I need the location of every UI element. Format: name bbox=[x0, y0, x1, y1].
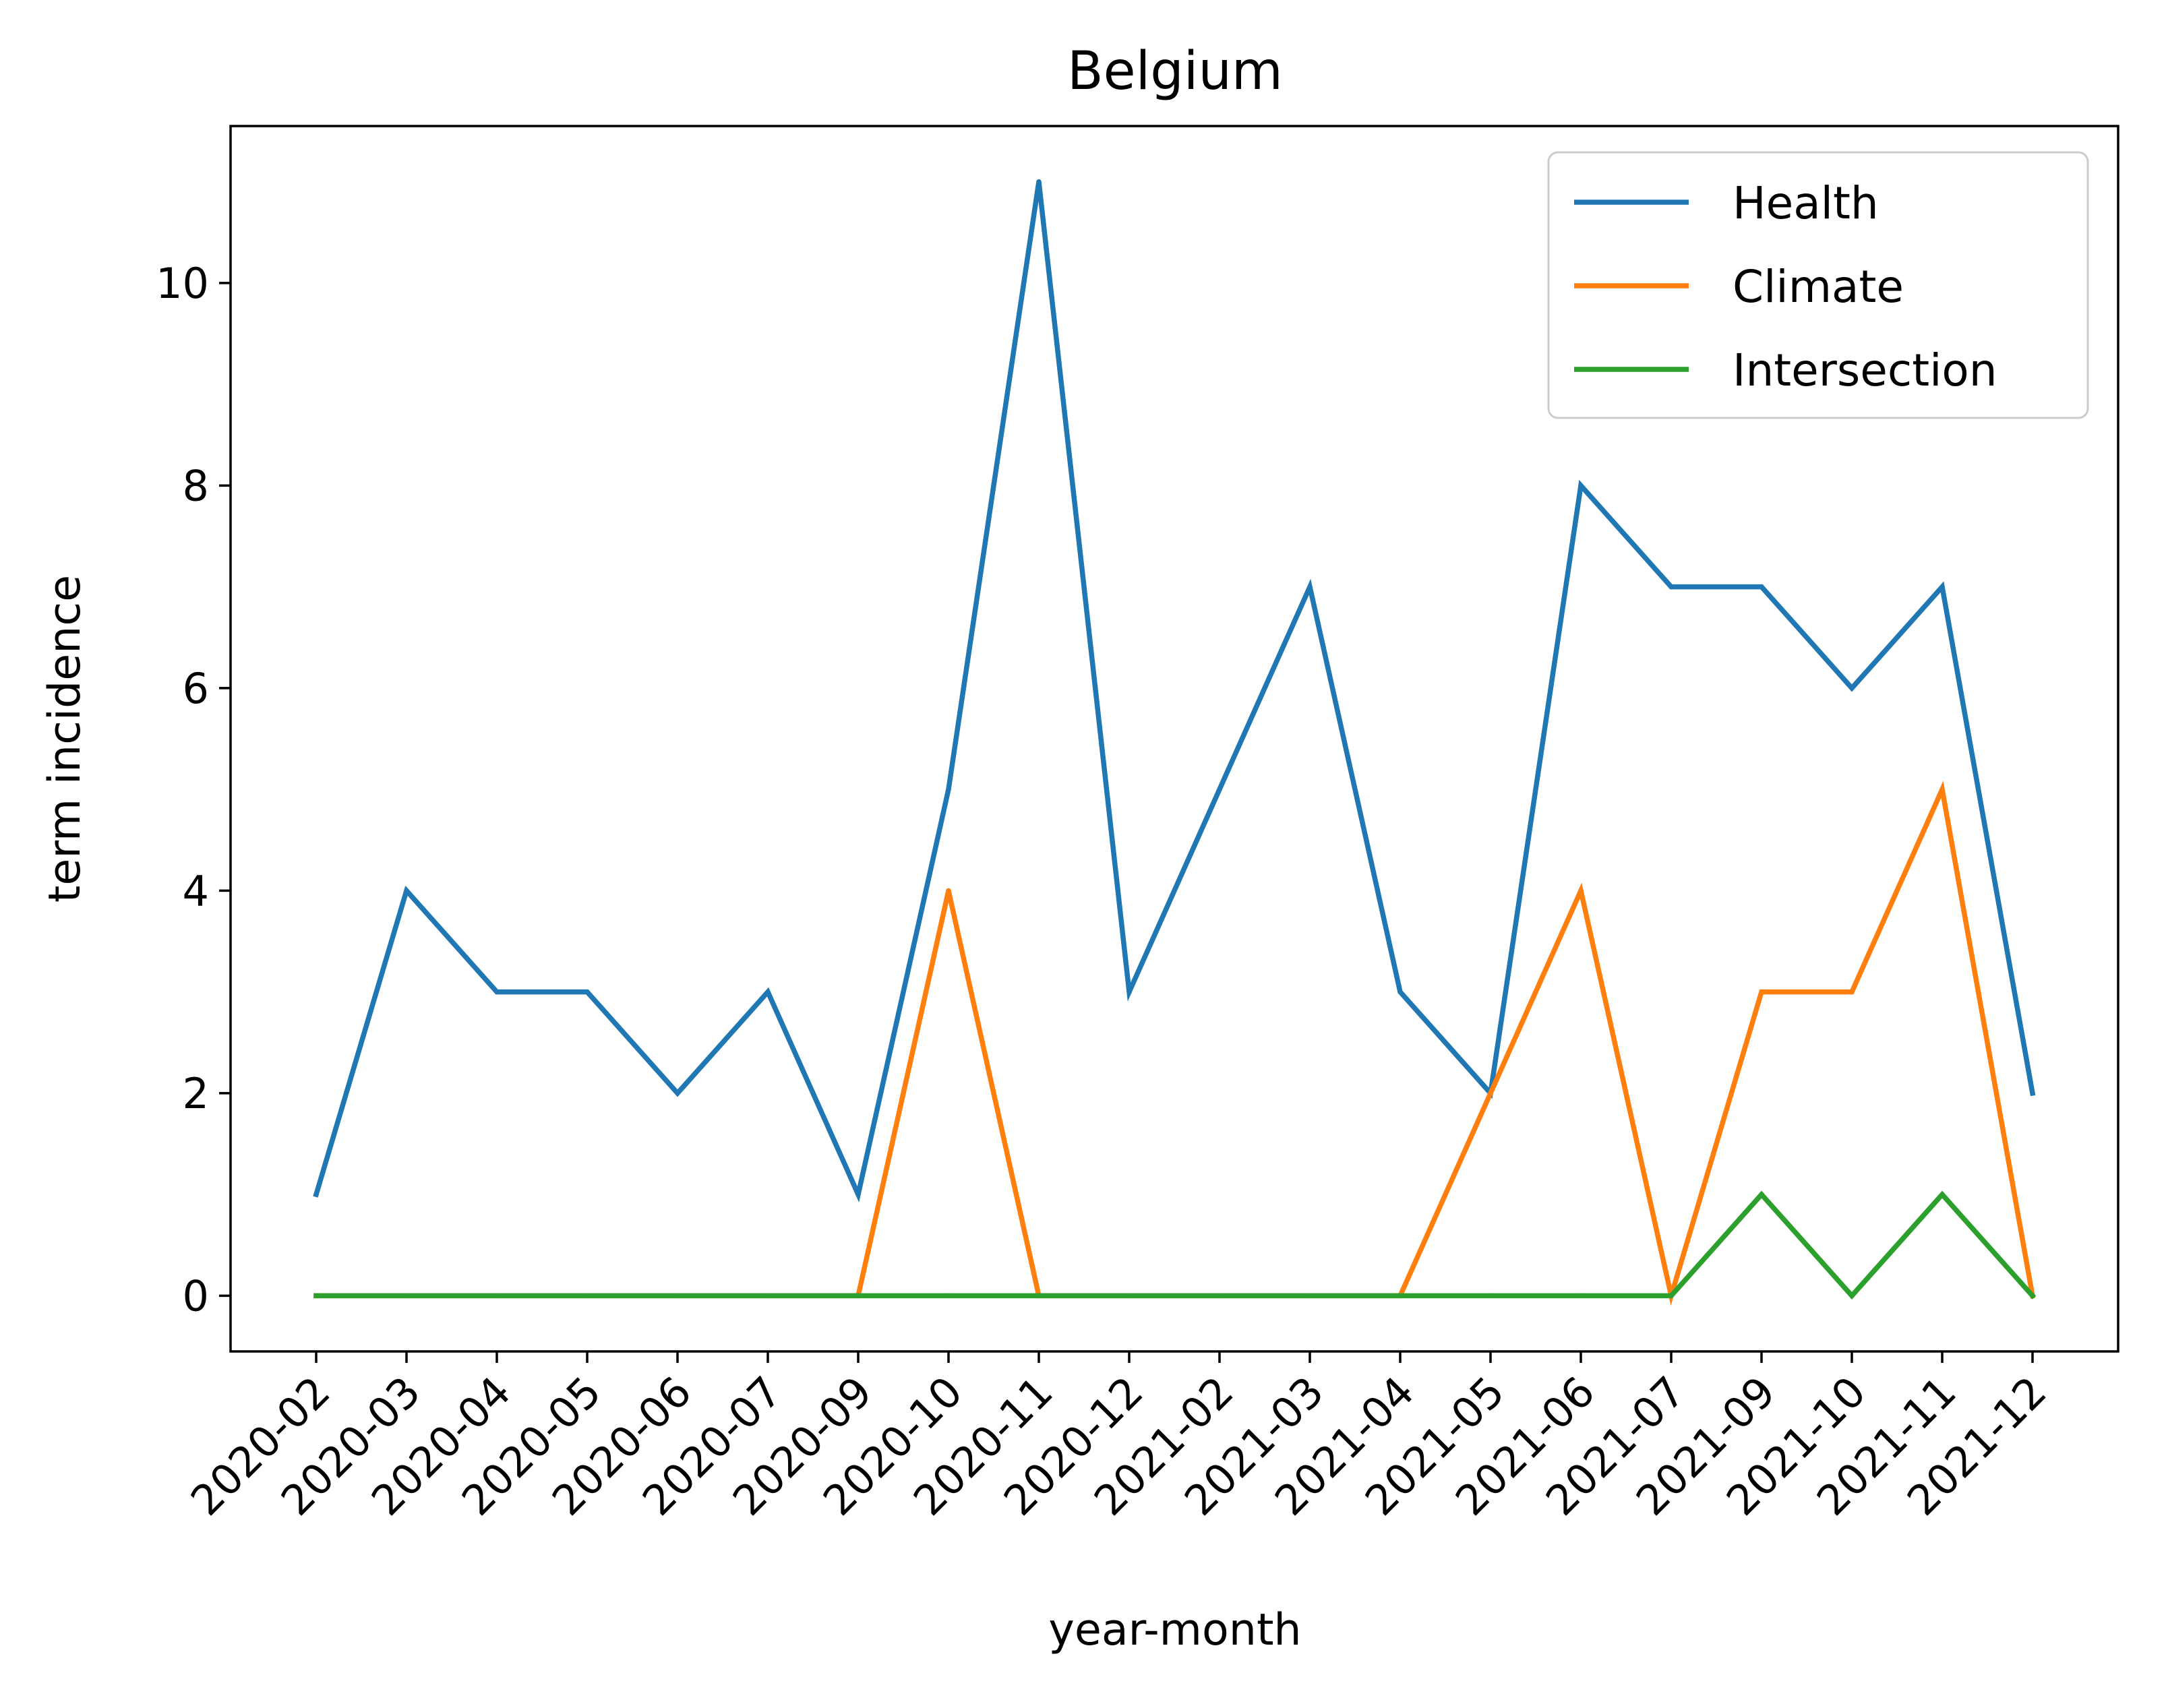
data-point-intersection-2021-04 bbox=[1397, 1293, 1403, 1299]
x-axis-label: year-month bbox=[1048, 1605, 1301, 1655]
data-point-intersection-2020-05 bbox=[584, 1293, 590, 1299]
data-point-health-2020-03 bbox=[404, 888, 409, 894]
y-axis: 0 2 4 6 8 10 bbox=[156, 259, 231, 1320]
series-line-health bbox=[313, 181, 2036, 1202]
data-point-health-2020-06 bbox=[675, 1091, 680, 1096]
legend: Health Climate Intersection bbox=[1547, 151, 2089, 419]
data-point-health-2020-12 bbox=[1126, 989, 1132, 995]
data-point-intersection-2021-11 bbox=[1939, 1192, 1945, 1197]
data-point-intersection-2020-02 bbox=[313, 1293, 319, 1299]
data-point-intersection-2021-03 bbox=[1307, 1293, 1313, 1299]
data-point-intersection-2021-02 bbox=[1217, 1293, 1222, 1299]
data-point-health-2021-12 bbox=[2030, 1091, 2035, 1096]
data-point-intersection-2020-04 bbox=[494, 1293, 500, 1299]
data-point-intersection-2021-05 bbox=[1488, 1293, 1493, 1299]
series-line-intersection bbox=[313, 1190, 2037, 1300]
data-point-intersection-2021-06 bbox=[1578, 1293, 1584, 1299]
plot-area bbox=[313, 179, 2037, 1306]
legend-box bbox=[1547, 151, 2089, 419]
data-point-climate-2021-09 bbox=[1759, 989, 1764, 995]
data-point-intersection-2020-12 bbox=[1126, 1293, 1132, 1299]
data-point-intersection-2020-10 bbox=[946, 1293, 951, 1299]
data-point-climate-2020-10 bbox=[946, 888, 951, 894]
y-tick-label: 8 bbox=[183, 461, 209, 510]
data-point-health-2021-10 bbox=[1849, 685, 1855, 691]
y-tick-label: 10 bbox=[156, 259, 209, 308]
data-point-health-2021-02 bbox=[1217, 787, 1222, 792]
data-point-health-2020-07 bbox=[765, 989, 771, 995]
data-point-intersection-2020-06 bbox=[675, 1293, 680, 1299]
data-point-intersection-2021-12 bbox=[2030, 1293, 2035, 1299]
data-point-health-2021-06 bbox=[1578, 483, 1584, 489]
data-point-intersection-2020-07 bbox=[765, 1293, 771, 1299]
data-point-climate-2021-06 bbox=[1578, 888, 1584, 894]
data-point-intersection-2020-11 bbox=[1036, 1293, 1042, 1299]
y-tick-label: 6 bbox=[183, 664, 209, 713]
plot-frame bbox=[229, 125, 2119, 1353]
data-point-health-2020-09 bbox=[855, 1192, 861, 1197]
data-point-climate-2021-10 bbox=[1849, 989, 1855, 995]
data-point-health-2020-02 bbox=[313, 1192, 319, 1197]
data-point-climate-2021-11 bbox=[1939, 787, 1945, 792]
data-point-intersection-2021-07 bbox=[1668, 1293, 1674, 1299]
data-point-health-2020-11 bbox=[1036, 179, 1042, 185]
data-point-health-2021-09 bbox=[1759, 584, 1764, 590]
y-tick-label: 4 bbox=[183, 866, 209, 915]
data-point-health-2021-07 bbox=[1668, 584, 1674, 590]
y-axis-label: term incidence bbox=[40, 575, 90, 903]
legend-label-climate: Climate bbox=[1733, 261, 1904, 313]
legend-label-intersection: Intersection bbox=[1733, 344, 1997, 396]
data-point-intersection-2020-03 bbox=[404, 1293, 409, 1299]
data-point-intersection-2020-09 bbox=[855, 1293, 861, 1299]
data-point-intersection-2021-10 bbox=[1849, 1293, 1855, 1299]
data-point-health-2021-03 bbox=[1307, 584, 1313, 590]
data-point-climate-2021-05 bbox=[1488, 1091, 1493, 1096]
data-point-health-2020-04 bbox=[494, 989, 500, 995]
y-tick-label: 0 bbox=[183, 1271, 209, 1320]
chart-title: Belgium bbox=[1067, 41, 1283, 102]
legend-label-health: Health bbox=[1733, 177, 1879, 229]
data-point-health-2020-10 bbox=[946, 787, 951, 792]
data-point-health-2021-11 bbox=[1939, 584, 1945, 590]
y-tick-label: 2 bbox=[183, 1069, 209, 1118]
data-point-intersection-2021-09 bbox=[1759, 1192, 1764, 1197]
data-point-health-2020-05 bbox=[584, 989, 590, 995]
data-point-health-2021-04 bbox=[1397, 989, 1403, 995]
